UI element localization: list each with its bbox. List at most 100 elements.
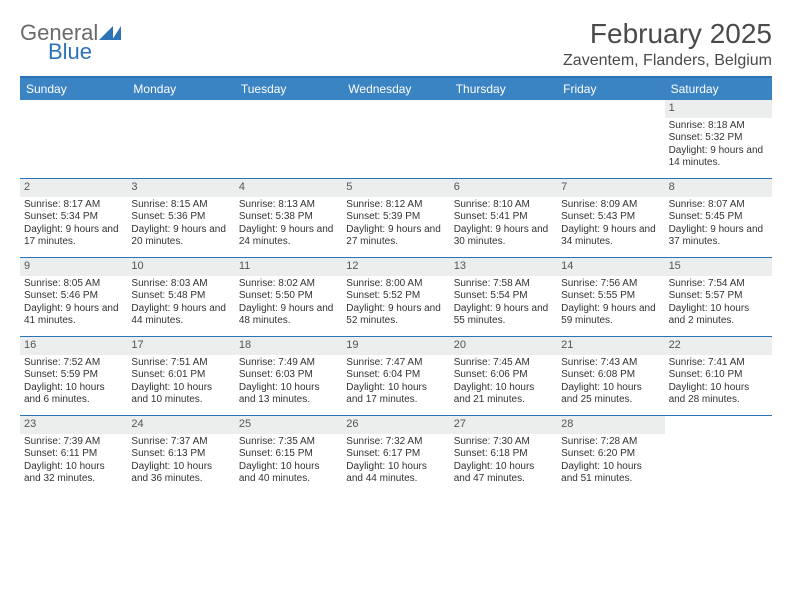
day-cell: 16 Sunrise: 7:52 AMSunset: 5:59 PMDayligh…	[20, 337, 127, 415]
day-cell: 24Sunrise: 7:37 AMSunset: 6:13 PMDayligh…	[127, 416, 234, 494]
daylight-line: Daylight: 10 hours and 28 minutes.	[669, 382, 768, 407]
day-cell: 2Sunrise: 8:17 AMSunset: 5:34 PMDaylight…	[20, 179, 127, 257]
sunset-line: Sunset: 6:04 PM	[346, 369, 445, 382]
sunrise-line: Sunrise: 7:56 AM	[561, 278, 660, 291]
day-cell: 12Sunrise: 8:00 AMSunset: 5:52 PMDayligh…	[342, 258, 449, 336]
day-number: 24	[127, 416, 234, 434]
sunset-line: Sunset: 5:43 PM	[561, 211, 660, 224]
daylight-line: Daylight: 10 hours and 44 minutes.	[346, 461, 445, 486]
sunrise-line: Sunrise: 7:39 AM	[24, 436, 123, 449]
day-number: 26	[342, 416, 449, 434]
daylight-line: Daylight: 9 hours and 48 minutes.	[239, 303, 338, 328]
sunrise-line: Sunrise: 8:02 AM	[239, 278, 338, 291]
sunrise-line: Sunrise: 7:43 AM	[561, 357, 660, 370]
calendar: SundayMondayTuesdayWednesdayThursdayFrid…	[20, 76, 772, 494]
day-cell: 6Sunrise: 8:10 AMSunset: 5:41 PMDaylight…	[450, 179, 557, 257]
logo-triangle2-icon	[112, 26, 121, 40]
day-cell: 8Sunrise: 8:07 AMSunset: 5:45 PMDaylight…	[665, 179, 772, 257]
day-number: 6	[450, 179, 557, 197]
sunrise-line: Sunrise: 7:28 AM	[561, 436, 660, 449]
logo-triangle-icon	[99, 26, 113, 40]
week-row: 16Sunrise: 7:52 AMSunset: 5:59 PMDayligh…	[20, 336, 772, 415]
day-header: Wednesday	[342, 78, 449, 100]
daylight-line: Daylight: 10 hours and 13 minutes.	[239, 382, 338, 407]
daylight-line: Daylight: 10 hours and 32 minutes.	[24, 461, 123, 486]
day-number: 1	[665, 100, 772, 118]
sunset-line: Sunset: 6:17 PM	[346, 448, 445, 461]
sunrise-line: Sunrise: 8:07 AM	[669, 199, 768, 212]
daylight-line: Daylight: 9 hours and 44 minutes.	[131, 303, 230, 328]
sunset-line: Sunset: 6:08 PM	[561, 369, 660, 382]
sunset-line: Sunset: 5:36 PM	[131, 211, 230, 224]
daylight-line: Daylight: 9 hours and 41 minutes.	[24, 303, 123, 328]
sunset-line: Sunset: 5:38 PM	[239, 211, 338, 224]
header: General Blue February 2025 Zaventem, Fla…	[20, 18, 772, 70]
day-cell	[450, 100, 557, 178]
sunrise-line: Sunrise: 8:05 AM	[24, 278, 123, 291]
sunset-line: Sunset: 6:15 PM	[239, 448, 338, 461]
day-cell: 14Sunrise: 7:56 AMSunset: 5:55 PMDayligh…	[557, 258, 664, 336]
daylight-line: Daylight: 9 hours and 59 minutes.	[561, 303, 660, 328]
week-row: 23Sunrise: 7:39 AMSunset: 6:11 PMDayligh…	[20, 415, 772, 494]
day-number: 9	[20, 258, 127, 276]
day-cell: 4Sunrise: 8:13 AMSunset: 5:38 PMDaylight…	[235, 179, 342, 257]
day-cell: 28Sunrise: 7:28 AMSunset: 6:20 PMDayligh…	[557, 416, 664, 494]
sunrise-line: Sunrise: 7:58 AM	[454, 278, 553, 291]
day-cell: 18Sunrise: 7:49 AMSunset: 6:03 PMDayligh…	[235, 337, 342, 415]
daylight-line: Daylight: 9 hours and 17 minutes.	[24, 224, 123, 249]
day-number: 17	[127, 337, 234, 355]
week-row: 2Sunrise: 8:17 AMSunset: 5:34 PMDaylight…	[20, 178, 772, 257]
day-header: Tuesday	[235, 78, 342, 100]
sunset-line: Sunset: 5:59 PM	[24, 369, 123, 382]
day-number: 16	[20, 337, 127, 355]
sunset-line: Sunset: 5:39 PM	[346, 211, 445, 224]
week-row: 1Sunrise: 8:18 AMSunset: 5:32 PMDaylight…	[20, 100, 772, 178]
day-cell: 1Sunrise: 8:18 AMSunset: 5:32 PMDaylight…	[665, 100, 772, 178]
day-number: 12	[342, 258, 449, 276]
sunrise-line: Sunrise: 8:18 AM	[669, 120, 768, 133]
daylight-line: Daylight: 9 hours and 37 minutes.	[669, 224, 768, 249]
day-number: 10	[127, 258, 234, 276]
day-number: 13	[450, 258, 557, 276]
day-cell	[20, 100, 127, 178]
sunrise-line: Sunrise: 7:54 AM	[669, 278, 768, 291]
day-number: 27	[450, 416, 557, 434]
sunrise-line: Sunrise: 7:52 AM	[24, 357, 123, 370]
sunrise-line: Sunrise: 7:30 AM	[454, 436, 553, 449]
day-cell: 3Sunrise: 8:15 AMSunset: 5:36 PMDaylight…	[127, 179, 234, 257]
sunrise-line: Sunrise: 8:17 AM	[24, 199, 123, 212]
daylight-line: Daylight: 10 hours and 6 minutes.	[24, 382, 123, 407]
sunset-line: Sunset: 5:41 PM	[454, 211, 553, 224]
day-number: 4	[235, 179, 342, 197]
day-number: 22	[665, 337, 772, 355]
day-cell: 20Sunrise: 7:45 AMSunset: 6:06 PMDayligh…	[450, 337, 557, 415]
day-header: Monday	[127, 78, 234, 100]
logo: General Blue	[20, 18, 121, 63]
daylight-line: Daylight: 10 hours and 47 minutes.	[454, 461, 553, 486]
day-number: 11	[235, 258, 342, 276]
sunset-line: Sunset: 5:52 PM	[346, 290, 445, 303]
daylight-line: Daylight: 10 hours and 10 minutes.	[131, 382, 230, 407]
daylight-line: Daylight: 9 hours and 24 minutes.	[239, 224, 338, 249]
day-number: 14	[557, 258, 664, 276]
day-header-row: SundayMondayTuesdayWednesdayThursdayFrid…	[20, 78, 772, 100]
daylight-line: Daylight: 9 hours and 55 minutes.	[454, 303, 553, 328]
day-cell	[127, 100, 234, 178]
day-cell	[665, 416, 772, 494]
daylight-line: Daylight: 9 hours and 52 minutes.	[346, 303, 445, 328]
sunrise-line: Sunrise: 8:09 AM	[561, 199, 660, 212]
day-cell	[557, 100, 664, 178]
day-number: 18	[235, 337, 342, 355]
sunrise-line: Sunrise: 8:03 AM	[131, 278, 230, 291]
sunset-line: Sunset: 6:20 PM	[561, 448, 660, 461]
daylight-line: Daylight: 10 hours and 2 minutes.	[669, 303, 768, 328]
sunset-line: Sunset: 5:34 PM	[24, 211, 123, 224]
sunrise-line: Sunrise: 7:37 AM	[131, 436, 230, 449]
day-cell	[235, 100, 342, 178]
sunset-line: Sunset: 6:10 PM	[669, 369, 768, 382]
logo-word2: Blue	[48, 41, 121, 63]
day-cell: 26Sunrise: 7:32 AMSunset: 6:17 PMDayligh…	[342, 416, 449, 494]
sunrise-line: Sunrise: 7:51 AM	[131, 357, 230, 370]
day-cell: 5Sunrise: 8:12 AMSunset: 5:39 PMDaylight…	[342, 179, 449, 257]
location: Zaventem, Flanders, Belgium	[563, 52, 772, 70]
